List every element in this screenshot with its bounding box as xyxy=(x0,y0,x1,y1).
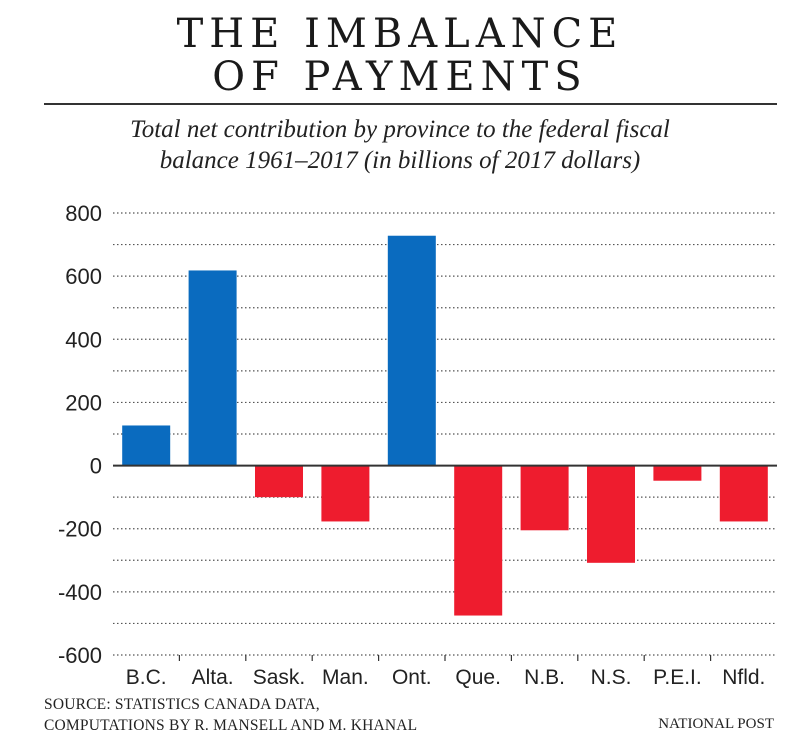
chart-title-line-1: THE IMBALANCE xyxy=(176,11,624,57)
source-note: SOURCE: STATISTICS CANADA DATA, COMPUTAT… xyxy=(44,694,417,736)
chart-subtitle-line-1: Total net contribution by province to th… xyxy=(130,116,670,143)
y-tick-label: 800 xyxy=(65,201,102,226)
chart-subtitle: Total net contribution by province to th… xyxy=(0,114,800,176)
y-tick-label: 200 xyxy=(65,390,102,415)
chart-subtitle-line-2: balance 1961–2017 (in billions of 2017 d… xyxy=(159,147,641,174)
publisher-credit: NATIONAL POST xyxy=(658,716,774,732)
bar-nfld xyxy=(719,465,768,522)
y-tick-label: 0 xyxy=(90,454,102,479)
x-tick-label: Sask. xyxy=(253,666,306,689)
x-tick-label: Nfld. xyxy=(722,666,765,689)
bar-ont xyxy=(387,235,436,466)
x-tick-label: N.B. xyxy=(524,666,565,689)
title-divider xyxy=(44,103,777,105)
x-tick-label: Que. xyxy=(455,666,501,689)
x-tick-label: Man. xyxy=(322,666,369,689)
y-tick-label: -200 xyxy=(58,517,102,542)
y-tick-label: -600 xyxy=(58,643,102,668)
source-line-2: COMPUTATIONS BY R. MANSELL AND M. KHANAL xyxy=(44,717,418,734)
x-tick-label: B.C. xyxy=(126,666,167,689)
source-line-1: SOURCE: STATISTICS CANADA DATA, xyxy=(44,696,320,713)
bar-ns xyxy=(587,465,635,563)
bar-pei xyxy=(653,465,702,481)
x-tick-label: P.E.I. xyxy=(653,666,702,689)
bar-sask xyxy=(255,465,303,498)
y-tick-label: -400 xyxy=(58,580,102,605)
bar-alta xyxy=(188,270,237,466)
y-tick-label: 400 xyxy=(65,327,102,352)
y-tick-label: 600 xyxy=(65,264,102,289)
bar-man xyxy=(321,465,370,522)
x-tick-label: Alta. xyxy=(192,666,234,689)
x-tick-label: N.S. xyxy=(591,666,632,689)
chart-title-line-2: OF PAYMENTS xyxy=(212,54,588,100)
bar-que xyxy=(454,465,503,616)
bar-nb xyxy=(520,465,569,531)
x-tick-label: Ont. xyxy=(392,666,432,689)
bar-bc xyxy=(122,425,171,466)
